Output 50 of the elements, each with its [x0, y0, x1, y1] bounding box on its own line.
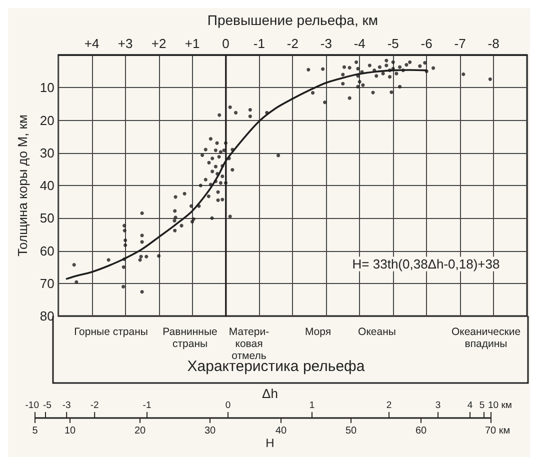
x-tick-label: -6	[420, 36, 432, 51]
x-tick-label: +2	[151, 36, 166, 51]
text: 3	[435, 400, 441, 411]
y-tick-label: 40	[40, 178, 54, 193]
text: 1	[309, 400, 315, 411]
x-axis-title: Превышение рельефа, км	[207, 12, 378, 28]
x-tick-label: -5	[387, 36, 399, 51]
text: -10	[25, 400, 39, 411]
text: 70 км	[485, 425, 510, 436]
x-tick-label: +1	[184, 36, 200, 51]
text: 2	[386, 400, 392, 411]
text: 10 км	[488, 400, 512, 411]
text: -1	[142, 400, 152, 411]
text: Δh	[262, 386, 278, 401]
y-tick-label: 10	[40, 80, 54, 96]
x-tick-label: -4	[354, 36, 366, 51]
text: 0	[225, 400, 231, 411]
text: Равнинные страны	[162, 326, 218, 350]
text: 40	[275, 425, 287, 436]
text: -5	[43, 400, 52, 411]
text: -2	[90, 400, 99, 411]
x-tick-label: -8	[488, 36, 500, 51]
x-tick-label: 0	[222, 36, 230, 51]
text: 5	[479, 400, 485, 411]
text: Океанические впадины	[451, 326, 521, 350]
text: 20	[134, 425, 146, 436]
x-tick-label: -2	[286, 36, 298, 51]
annotation: H= 33th(0,38Δh-0,18)+38	[352, 256, 500, 272]
x-tick-label: -1	[253, 36, 265, 51]
text: 50	[345, 425, 357, 436]
text: 30	[204, 425, 216, 436]
y-tick-label: 50	[40, 210, 54, 226]
y-tick-label: 30	[40, 145, 54, 160]
y-tick-label: 60	[40, 243, 54, 258]
x-tick-label: +3	[118, 36, 133, 51]
x-tick-label: -3	[320, 36, 332, 51]
text: Океаны	[358, 326, 396, 338]
text: Моря	[304, 326, 332, 338]
text: 4	[467, 400, 473, 411]
text: Горные страны	[74, 326, 148, 338]
y-tick-label: 70	[40, 276, 54, 291]
x-tick-label: +4	[84, 36, 100, 51]
text: 60	[415, 425, 427, 436]
text: 5	[32, 425, 38, 436]
text: -3	[62, 400, 71, 411]
x-tick-label: -7	[454, 36, 466, 51]
y-tick-label: 20	[40, 112, 54, 128]
text: 10	[64, 425, 76, 436]
y-axis-title: Толщина коры до М, км	[15, 114, 30, 256]
text: H	[266, 436, 274, 450]
